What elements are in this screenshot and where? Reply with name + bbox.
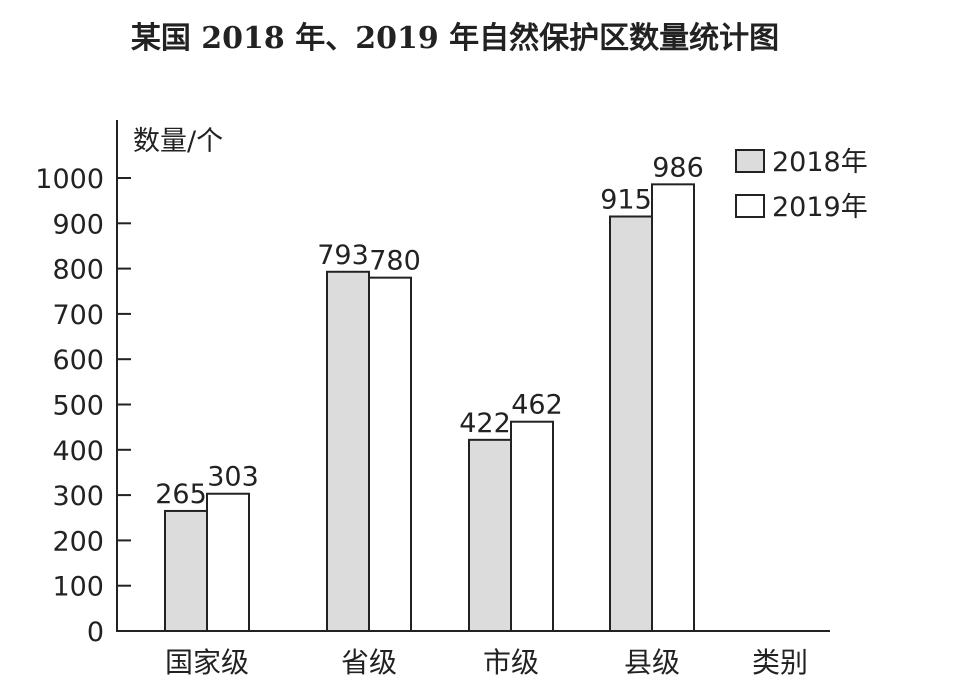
data-label: 986 xyxy=(652,152,704,183)
bar-2019年-市级 xyxy=(510,420,554,632)
legend-swatch xyxy=(735,149,765,173)
y-tick-label: 1000 xyxy=(35,164,104,195)
chart-title: 某国 2018 年、2019 年自然保护区数量统计图 xyxy=(131,21,779,56)
category-label: 国家级 xyxy=(165,646,249,679)
y-tick-label: 400 xyxy=(52,436,104,467)
bar-2019年-县级 xyxy=(651,183,695,632)
bar-2019年-省级 xyxy=(368,276,412,632)
category-label: 省级 xyxy=(341,646,397,679)
bar-2019年-国家级 xyxy=(206,492,250,632)
y-tick-label: 700 xyxy=(52,300,104,331)
data-label: 303 xyxy=(207,462,259,493)
legend-label: 2019年 xyxy=(772,192,868,223)
data-label: 462 xyxy=(511,390,563,421)
data-label: 422 xyxy=(459,408,511,439)
y-tick-label: 100 xyxy=(52,572,104,603)
y-tick-label: 900 xyxy=(52,209,104,240)
bar-2018年-市级 xyxy=(468,438,512,633)
y-tick-label: 200 xyxy=(52,526,104,557)
y-axis-label: 数量/个 xyxy=(133,126,223,157)
y-tick-label: 0 xyxy=(87,617,104,648)
data-label: 780 xyxy=(369,246,421,277)
x-axis-label: 类别 xyxy=(752,646,808,679)
bar-2018年-国家级 xyxy=(164,509,208,632)
legend-swatch xyxy=(735,194,765,218)
data-label: 793 xyxy=(317,240,369,271)
legend-label: 2018年 xyxy=(772,147,868,178)
data-label: 265 xyxy=(155,479,207,510)
y-tick-label: 500 xyxy=(52,391,104,422)
bar-2018年-县级 xyxy=(609,215,653,632)
y-tick-label: 300 xyxy=(52,481,104,512)
bar-2018年-省级 xyxy=(326,270,370,632)
y-tick-label: 800 xyxy=(52,255,104,286)
category-label: 县级 xyxy=(624,646,680,679)
y-tick-label: 600 xyxy=(52,345,104,376)
data-label: 915 xyxy=(600,185,652,216)
category-label: 市级 xyxy=(483,646,539,679)
